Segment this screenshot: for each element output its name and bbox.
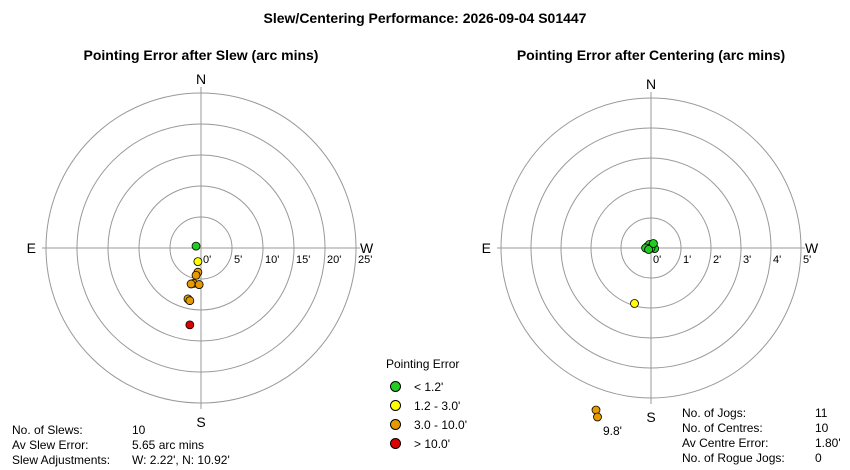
compass-n: N	[196, 71, 206, 87]
stat-label: Slew Adjustments:	[12, 453, 111, 467]
stat-value: 10	[132, 423, 146, 437]
stat-label: No. of Centres:	[682, 421, 763, 435]
legend-item-orange: 3.0 - 10.0'	[386, 415, 467, 434]
ring-tick-label: 3'	[743, 254, 751, 266]
legend-swatch-yellow	[390, 400, 401, 411]
compass-e: E	[482, 240, 491, 256]
legend-swatch-red	[390, 438, 401, 449]
offscale-point	[593, 412, 602, 422]
data-point	[191, 241, 201, 251]
stat-label: No. of Rogue Jogs:	[682, 451, 785, 465]
slew-stats: No. of Slews: 10 Av Slew Error: 5.65 arc…	[12, 423, 230, 468]
chart-title: Pointing Error after Centering (arc mins…	[517, 47, 785, 63]
stat-label: Av Slew Error:	[12, 438, 89, 452]
stat-value: 5.65 arc mins	[132, 438, 205, 452]
stat-row: Av Centre Error: 1.80'	[682, 436, 841, 451]
ring-tick-label: 25'	[358, 254, 372, 266]
ring-tick-label: 0'	[203, 254, 211, 266]
legend: Pointing Error < 1.2' 1.2 - 3.0' 3.0 - 1…	[386, 357, 467, 453]
data-point	[193, 257, 203, 267]
stat-value: 10	[815, 421, 829, 435]
compass-n: N	[646, 76, 656, 92]
stat-row: Av Slew Error: 5.65 arc mins	[12, 438, 230, 453]
ring-tick-label: 2'	[713, 254, 721, 266]
stat-row: No. of Jogs: 11	[682, 406, 841, 421]
stat-row: No. of Rogue Jogs: 0	[682, 451, 841, 466]
ring-tick-label: 4'	[773, 254, 781, 266]
stat-value: 1.80'	[815, 436, 841, 450]
compass-s: S	[646, 409, 655, 425]
compass-w: W	[360, 240, 374, 256]
legend-item-yellow: 1.2 - 3.0'	[386, 396, 467, 415]
ring-tick-label: 10'	[265, 254, 279, 266]
chart-title: Pointing Error after Slew (arc mins)	[84, 47, 319, 63]
stat-value: 0	[815, 451, 822, 465]
stat-row: Slew Adjustments: W: 2.22', N: 10.92'	[12, 453, 230, 468]
stat-label: Av Centre Error:	[682, 436, 769, 450]
data-point	[194, 280, 204, 289]
compass-e: E	[27, 240, 36, 256]
ring-tick-label: 5'	[803, 254, 811, 266]
compass-w: W	[805, 240, 819, 256]
centre-stats: No. of Jogs: 11 No. of Centres: 10 Av Ce…	[682, 406, 841, 466]
data-point	[191, 270, 201, 280]
ring-tick-label: 1'	[683, 254, 691, 266]
legend-item-green: < 1.2'	[386, 377, 467, 396]
data-point	[649, 239, 658, 248]
legend-label: < 1.2'	[414, 379, 444, 394]
data-point	[644, 245, 653, 254]
legend-swatch-orange	[390, 419, 401, 430]
compass-s: S	[196, 414, 205, 430]
stat-label: No. of Slews:	[12, 423, 83, 437]
legend-label: 1.2 - 3.0'	[414, 398, 461, 413]
stat-row: No. of Slews: 10	[12, 423, 230, 438]
offscale-label: 9.8'	[603, 424, 622, 438]
stat-value: 11	[815, 406, 828, 420]
ring-tick-label: 5'	[234, 254, 242, 266]
legend-title: Pointing Error	[386, 357, 460, 371]
ring-tick-label: 20'	[327, 254, 341, 266]
data-point	[185, 320, 195, 330]
main-title: Slew/Centering Performance: 2026-09-04 S…	[263, 10, 587, 26]
data-point	[186, 279, 196, 289]
data-point	[630, 299, 639, 308]
centering-error-chart: Pointing Error after Centering (arc mins…	[482, 47, 819, 438]
ring-tick-label: 0'	[653, 254, 661, 266]
data-point	[185, 296, 195, 306]
stat-value: W: 2.22', N: 10.92'	[132, 453, 230, 467]
legend-label: 3.0 - 10.0'	[414, 417, 467, 432]
legend-item-red: > 10.0'	[386, 434, 467, 453]
legend-swatch-green	[390, 381, 401, 392]
stat-row: No. of Centres: 10	[682, 421, 841, 436]
legend-label: > 10.0'	[414, 436, 450, 451]
ring-tick-label: 15'	[296, 254, 310, 266]
stat-label: No. of Jogs:	[682, 406, 747, 420]
slew-error-chart: Pointing Error after Slew (arc mins) N S E W…	[27, 47, 374, 430]
